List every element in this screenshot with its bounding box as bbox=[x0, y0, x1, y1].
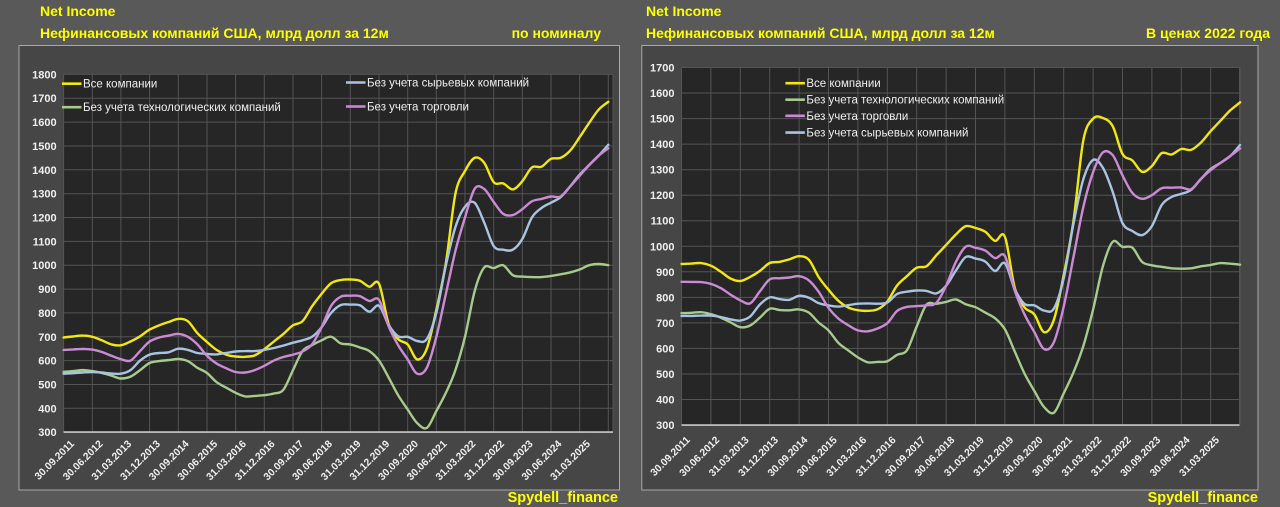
svg-text:900: 900 bbox=[656, 267, 674, 279]
svg-text:1600: 1600 bbox=[32, 117, 56, 129]
svg-text:400: 400 bbox=[656, 395, 674, 407]
svg-text:700: 700 bbox=[656, 318, 674, 330]
svg-text:800: 800 bbox=[656, 292, 674, 304]
svg-text:800: 800 bbox=[38, 308, 56, 320]
svg-text:300: 300 bbox=[38, 427, 56, 439]
svg-text:по номиналу: по номиналу bbox=[512, 25, 602, 41]
svg-text:1700: 1700 bbox=[32, 93, 56, 105]
svg-text:1300: 1300 bbox=[650, 165, 674, 177]
svg-text:В ценах 2022 года: В ценах 2022 года bbox=[1146, 25, 1270, 41]
svg-text:1000: 1000 bbox=[650, 241, 674, 253]
svg-text:1700: 1700 bbox=[650, 63, 674, 75]
svg-text:Spydell_finance: Spydell_finance bbox=[1148, 490, 1258, 506]
svg-text:Все компании: Все компании bbox=[806, 78, 880, 90]
svg-text:1600: 1600 bbox=[650, 88, 674, 100]
svg-text:Нефинансовых компаний США, млр: Нефинансовых компаний США, млрд долл за … bbox=[40, 25, 389, 41]
svg-text:Без учета сырьевых компаний: Без учета сырьевых компаний bbox=[367, 78, 529, 90]
svg-text:500: 500 bbox=[656, 369, 674, 381]
svg-text:1100: 1100 bbox=[651, 216, 675, 228]
svg-text:1100: 1100 bbox=[33, 236, 57, 248]
svg-text:400: 400 bbox=[38, 403, 56, 415]
svg-text:1000: 1000 bbox=[32, 260, 56, 272]
svg-text:1200: 1200 bbox=[32, 213, 56, 225]
svg-text:Net Income: Net Income bbox=[40, 3, 116, 19]
svg-text:700: 700 bbox=[38, 332, 56, 344]
svg-text:900: 900 bbox=[38, 284, 56, 296]
svg-text:1500: 1500 bbox=[650, 114, 674, 126]
svg-text:Все компании: Все компании bbox=[83, 79, 157, 91]
svg-text:1500: 1500 bbox=[32, 141, 56, 153]
svg-text:Без учета торговли: Без учета торговли bbox=[367, 102, 469, 114]
svg-text:600: 600 bbox=[38, 356, 56, 368]
svg-text:Без учета торговли: Без учета торговли bbox=[806, 111, 908, 123]
svg-text:Net Income: Net Income bbox=[646, 3, 722, 19]
svg-text:1300: 1300 bbox=[32, 189, 56, 201]
svg-text:Без учета технологических комп: Без учета технологических компаний bbox=[806, 95, 1004, 107]
svg-text:1400: 1400 bbox=[32, 165, 56, 177]
svg-text:600: 600 bbox=[656, 343, 674, 355]
svg-text:Без учета технологических комп: Без учета технологических компаний bbox=[83, 102, 281, 114]
svg-text:Без учета сырьевых компаний: Без учета сырьевых компаний bbox=[806, 128, 968, 140]
svg-text:1400: 1400 bbox=[650, 139, 674, 151]
svg-text:1200: 1200 bbox=[650, 190, 674, 202]
svg-text:1800: 1800 bbox=[32, 69, 56, 81]
svg-text:300: 300 bbox=[656, 420, 674, 432]
svg-text:Нефинансовых компаний США, млр: Нефинансовых компаний США, млрд долл за … bbox=[646, 25, 995, 41]
svg-text:Spydell_finance: Spydell_finance bbox=[508, 490, 618, 506]
svg-text:500: 500 bbox=[38, 380, 56, 392]
